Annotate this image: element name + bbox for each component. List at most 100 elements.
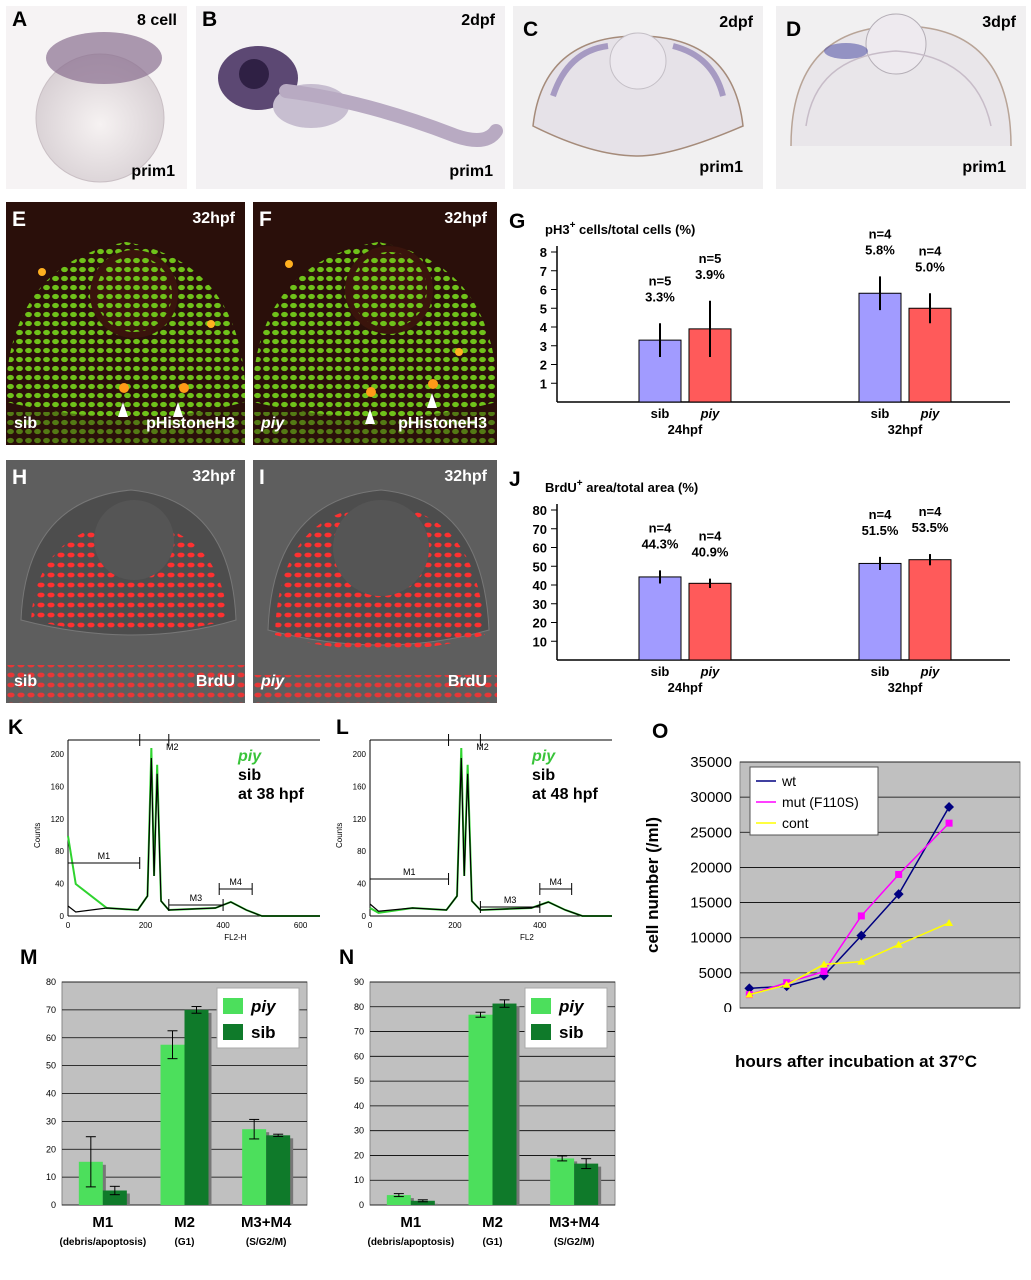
legend-time: at 38 hpf bbox=[238, 786, 304, 803]
y-tick-label: 80 bbox=[354, 1002, 364, 1012]
data-point bbox=[744, 983, 755, 994]
stain-label: pHistoneH3 bbox=[398, 415, 487, 432]
category-label: M2 bbox=[174, 1214, 195, 1231]
y-tick-label: 1 bbox=[540, 376, 547, 391]
stage-label: 32hpf bbox=[444, 210, 487, 227]
data-point bbox=[857, 912, 865, 920]
y-tick-label: 40 bbox=[46, 1089, 56, 1099]
data-point bbox=[857, 957, 866, 965]
y-tick-label: 80 bbox=[357, 847, 366, 856]
percent-label: 44.3% bbox=[642, 536, 679, 551]
chart-title: BrdU+ area/total area (%) bbox=[545, 478, 698, 495]
gate-label: M4 bbox=[229, 877, 242, 887]
y-tick-label: 20 bbox=[533, 616, 547, 631]
percent-label: 5.0% bbox=[915, 259, 945, 274]
panel-letter: K bbox=[8, 716, 24, 739]
y-tick-label: 200 bbox=[353, 750, 367, 759]
y-tick-label: 60 bbox=[533, 541, 547, 556]
stain-label: BrdU bbox=[195, 673, 235, 690]
bar-piy bbox=[550, 1158, 575, 1205]
histogram-sib bbox=[67, 757, 320, 917]
panel-d-image: D 3dpf prim1 bbox=[776, 6, 1026, 189]
y-tick-label: 6 bbox=[540, 283, 547, 298]
x-tick-label: sib bbox=[651, 664, 670, 679]
x-tick-label: sib bbox=[651, 406, 670, 421]
legend-label-piy: piy bbox=[250, 997, 277, 1016]
legend-label-piy: piy bbox=[558, 997, 585, 1016]
bar-piy bbox=[160, 1044, 185, 1205]
legend-label-sib: sib bbox=[559, 1023, 584, 1042]
bar-sib bbox=[492, 1003, 517, 1205]
data-point bbox=[820, 960, 828, 968]
bar-sib bbox=[638, 576, 682, 661]
x-tick-label: 0 bbox=[66, 921, 71, 930]
panel-h-image: H 32hpf sib BrdU bbox=[6, 460, 245, 703]
y-axis-label: Counts bbox=[33, 823, 42, 848]
y-tick-label: 120 bbox=[51, 815, 65, 824]
n-label: n=4 bbox=[649, 520, 673, 535]
percent-label: 3.3% bbox=[645, 289, 675, 304]
bar-sib bbox=[410, 1200, 435, 1205]
bar-sib bbox=[858, 292, 902, 403]
bar-piy bbox=[386, 1195, 411, 1205]
panel-b-image: B 2dpf prim1 bbox=[196, 6, 505, 189]
data-point bbox=[820, 967, 828, 975]
chart-g: G pH3+ cells/total cells (%) 1 2 3 4 5 6 7 8 n=5 3… bbox=[505, 200, 1025, 450]
y-axis-label: cell number (/ml) bbox=[643, 817, 662, 953]
genotype-label: piy bbox=[261, 415, 285, 432]
y-tick-label: 8 bbox=[540, 245, 547, 260]
x-tick-label: piy bbox=[920, 664, 941, 679]
y-tick-label: 10 bbox=[533, 634, 547, 649]
legend-label: wt bbox=[781, 773, 796, 789]
legend-label: cont bbox=[782, 815, 809, 831]
y-tick-label: 40 bbox=[55, 880, 64, 889]
panel-c-image: C 2dpf prim1 bbox=[513, 6, 763, 189]
x-tick-label: 200 bbox=[448, 921, 462, 930]
panel-letter: B bbox=[202, 8, 218, 31]
gate-label: M4 bbox=[549, 877, 562, 887]
data-point bbox=[895, 870, 903, 878]
y-tick-label: 30 bbox=[46, 1116, 56, 1126]
legend-swatch-sib bbox=[223, 1024, 243, 1040]
y-tick-label: 0 bbox=[362, 912, 367, 921]
legend-swatch-sib bbox=[531, 1024, 551, 1040]
y-tick-label: 70 bbox=[533, 522, 547, 537]
gate-label: M2 bbox=[166, 742, 179, 752]
category-label: M3+M4 bbox=[549, 1214, 600, 1231]
y-tick-label: 80 bbox=[55, 847, 64, 856]
panel-f-image: F 32hpf piy pHistoneH3 bbox=[253, 202, 497, 445]
flow-histogram-l: 0 40 80 120 160 200 0 200 400 Counts FL2 M1 M2 M3 M4 L… bbox=[330, 712, 620, 940]
chart-n: N 0 10 20 30 40 50 60 70 80 90 M1 (debris/apoptosis… bbox=[335, 940, 635, 1280]
legend-piy: piy bbox=[238, 748, 262, 765]
y-tick-label: 50 bbox=[46, 1061, 56, 1071]
x-axis-label: FL2 bbox=[520, 933, 534, 940]
x-tick-label: 400 bbox=[533, 921, 547, 930]
category-sublabel: (S/G2/M) bbox=[246, 1237, 287, 1248]
y-tick-label: 0 bbox=[359, 1200, 364, 1210]
probe-label: prim1 bbox=[962, 159, 1006, 176]
y-tick-label: 20 bbox=[46, 1144, 56, 1154]
category-sublabel: (S/G2/M) bbox=[554, 1237, 595, 1248]
genotype-label: piy bbox=[261, 673, 285, 690]
y-tick-label: 10000 bbox=[690, 930, 732, 947]
probe-label: prim1 bbox=[699, 159, 743, 176]
flow-histogram-k: 0 40 80 120 160 200 0 200 400 600 Counts FL2-H M1 M2 M… bbox=[0, 712, 330, 940]
category-label: M3+M4 bbox=[241, 1214, 292, 1231]
n-label: n=4 bbox=[869, 507, 893, 522]
y-tick-label: 0 bbox=[60, 912, 65, 921]
stage-label: 32hpf bbox=[192, 468, 235, 485]
stage-label: 32hpf bbox=[192, 210, 235, 227]
category-sublabel: (debris/apoptosis) bbox=[59, 1237, 146, 1248]
y-tick-label: 40 bbox=[357, 880, 366, 889]
panel-letter: M bbox=[20, 946, 38, 969]
y-tick-label: 0 bbox=[724, 1000, 732, 1012]
bar-sib bbox=[266, 1135, 291, 1205]
y-tick-label: 90 bbox=[354, 977, 364, 987]
n-label: n=5 bbox=[699, 251, 722, 266]
data-point bbox=[782, 980, 791, 988]
panel-i-image: I 32hpf piy BrdU bbox=[253, 460, 497, 703]
data-point bbox=[893, 889, 904, 900]
legend-swatch-piy bbox=[223, 998, 243, 1014]
legend-piy: piy bbox=[532, 748, 556, 765]
y-tick-label: 70 bbox=[46, 1005, 56, 1015]
